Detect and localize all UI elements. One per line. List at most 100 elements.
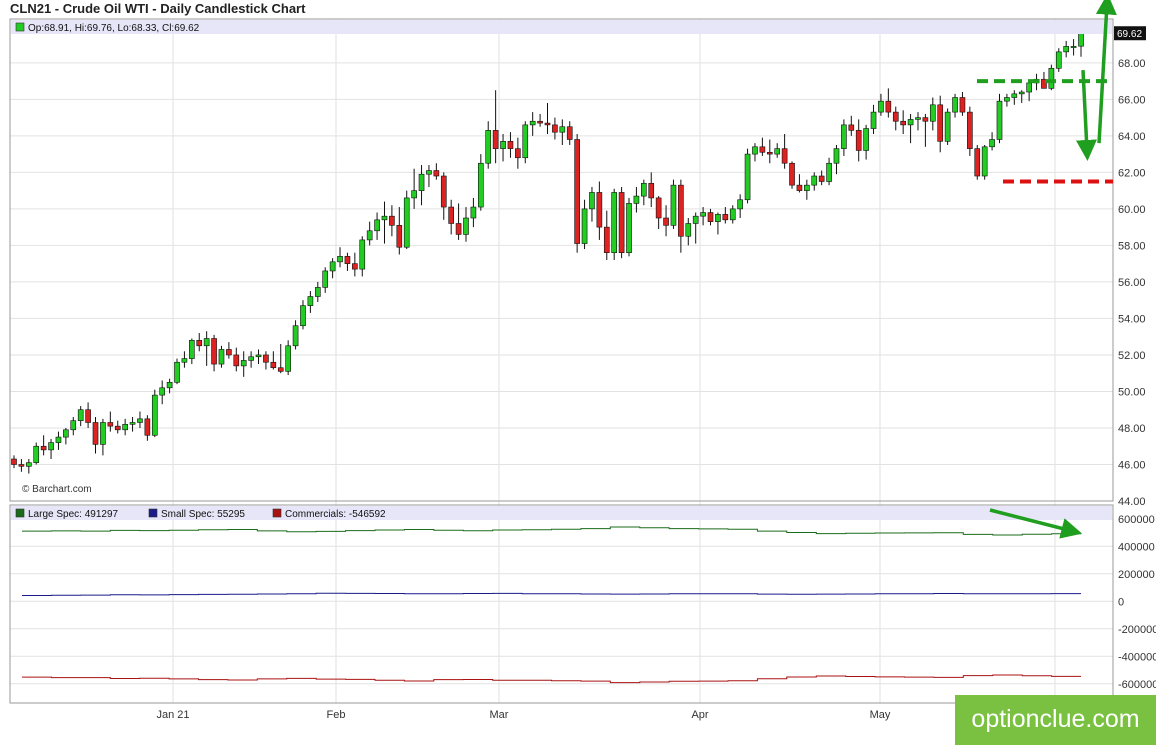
candle	[329, 258, 336, 279]
candle-body-down	[18, 464, 25, 467]
candle-body-up	[151, 394, 158, 436]
candle	[796, 174, 803, 193]
candle-body-up	[804, 184, 810, 191]
candle	[203, 331, 210, 366]
candle-body-up	[841, 124, 847, 149]
price-y-tick-label: 64.00	[1118, 131, 1146, 143]
candle-body-up	[411, 190, 417, 199]
candle	[729, 205, 736, 224]
candle	[374, 212, 380, 240]
candle	[485, 121, 492, 169]
candle	[344, 252, 351, 271]
candle	[492, 90, 499, 164]
candle-body-up	[833, 148, 840, 164]
candle-body-up	[685, 223, 692, 237]
candle	[715, 212, 721, 235]
candle-body-up	[359, 239, 366, 270]
candle	[40, 435, 47, 456]
candle-body-up	[500, 141, 506, 149]
candle-body-down	[663, 217, 669, 226]
candle-body-down	[107, 422, 114, 427]
candle-body-down	[707, 212, 714, 222]
cot-series-line	[22, 674, 1081, 684]
candle-body-up	[529, 120, 536, 126]
candle	[618, 186, 625, 259]
candle	[470, 197, 477, 228]
candle	[515, 137, 521, 169]
candle	[418, 165, 425, 206]
candle-body-down	[85, 409, 91, 423]
candle	[878, 93, 884, 116]
candle	[277, 343, 284, 374]
candle	[129, 417, 136, 432]
candle-body-down	[455, 223, 462, 235]
cot-legend-band	[11, 506, 1112, 520]
candle	[559, 119, 566, 145]
candle-body-up	[559, 126, 566, 133]
barchart-watermark: © Barchart.com	[22, 484, 92, 495]
candle	[500, 134, 506, 162]
candle-body-up	[1078, 32, 1084, 47]
candle-body-up	[737, 199, 743, 210]
price-y-tick-label: 60.00	[1118, 204, 1146, 216]
candle-body-up	[611, 192, 618, 253]
candle	[426, 165, 432, 187]
price-y-tick-label: 54.00	[1118, 313, 1146, 325]
candle-body-up	[870, 111, 877, 129]
candle-body-down	[344, 256, 351, 264]
candle	[77, 406, 84, 427]
candle-body-down	[440, 175, 447, 208]
candle-body-up	[589, 192, 595, 210]
cot-y-tick-label: 600000	[1118, 514, 1155, 526]
candle-body-up	[729, 208, 736, 221]
candle-body-up	[700, 212, 706, 217]
candle	[433, 163, 440, 180]
candle	[18, 459, 25, 472]
price-y-tick-label: 56.00	[1118, 277, 1146, 289]
candle	[352, 252, 358, 277]
candle-body-down	[848, 124, 855, 131]
candle-body-up	[122, 424, 128, 431]
last-price-box	[1114, 26, 1146, 41]
candle-body-up	[55, 436, 62, 443]
candle-body-down	[515, 148, 521, 159]
candle	[477, 154, 484, 211]
chart-title: CLN21 - Crude Oil WTI - Daily Candlestic…	[10, 1, 306, 16]
candle-body-down	[937, 104, 944, 142]
candle-body-down	[855, 130, 862, 151]
candle	[255, 349, 262, 365]
candle-body-up	[1018, 91, 1025, 95]
candle-body-up	[989, 139, 995, 148]
candle	[196, 333, 203, 352]
candle-body-down	[1041, 78, 1047, 89]
candle	[396, 207, 403, 255]
candle	[574, 134, 580, 253]
candle	[366, 221, 373, 246]
candle-body-up	[1055, 51, 1062, 69]
candle	[996, 93, 1003, 144]
candle	[774, 143, 781, 158]
candle-body-up	[641, 183, 647, 197]
candle	[522, 121, 529, 164]
ohlc-legend-text: Op:68.91, Hi:69.76, Lo:68.33, Cl:69.62	[28, 23, 200, 34]
cot-series-line	[22, 526, 1081, 536]
candle-body-up	[1063, 46, 1069, 53]
candle	[1011, 90, 1018, 105]
candle	[603, 210, 610, 260]
candle-body-down	[603, 226, 610, 253]
candle	[789, 161, 795, 189]
candle-body-up	[1004, 97, 1010, 102]
candle	[707, 208, 714, 226]
candle-body-up	[944, 111, 951, 142]
candle	[189, 338, 195, 365]
candle	[455, 203, 462, 240]
candle	[26, 459, 32, 474]
candle-body-up	[907, 119, 914, 126]
candle	[907, 113, 914, 144]
x-tick-label: Feb	[327, 709, 346, 721]
candle-body-down	[596, 192, 603, 228]
candle	[722, 207, 729, 224]
candle	[566, 121, 573, 145]
candle-body-down	[448, 206, 454, 224]
candle	[678, 179, 684, 253]
